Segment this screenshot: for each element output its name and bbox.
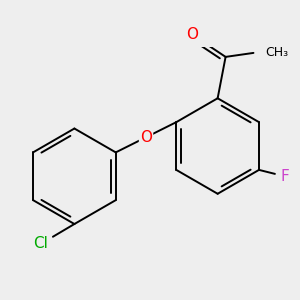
Text: CH₃: CH₃	[266, 46, 289, 59]
Text: F: F	[280, 169, 289, 184]
Text: O: O	[140, 130, 152, 145]
Text: Cl: Cl	[34, 236, 48, 251]
Text: O: O	[186, 27, 198, 42]
